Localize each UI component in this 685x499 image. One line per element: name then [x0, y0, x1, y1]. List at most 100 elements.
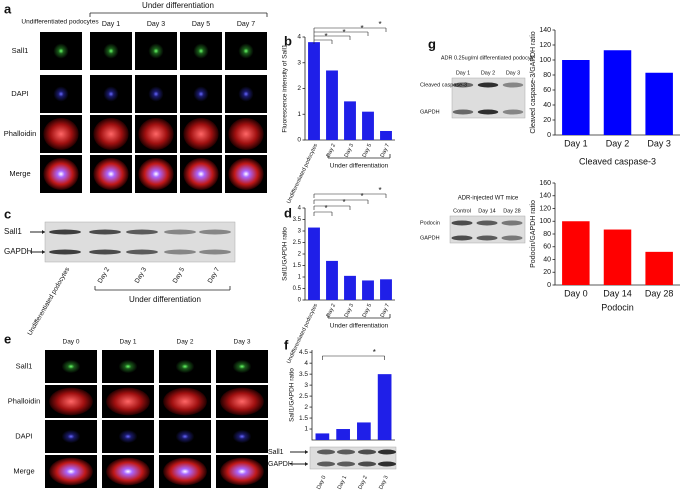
- cell-signal: [238, 86, 254, 102]
- lane-label: Day 3: [134, 266, 149, 285]
- row-label: Sall1: [16, 361, 33, 370]
- y-tick-label: 80: [543, 231, 551, 238]
- bar: [380, 279, 392, 300]
- bar: [344, 101, 356, 140]
- y-tick-label: 1: [297, 111, 301, 118]
- y-tick-label: 2: [304, 404, 308, 411]
- blot: [44, 221, 236, 263]
- y-tick-label: 80: [543, 72, 551, 79]
- y-tick-label: 3.5: [299, 371, 308, 378]
- panel-letter: c: [4, 206, 11, 221]
- y-tick-label: 0: [547, 132, 551, 139]
- blot-band: [357, 461, 377, 467]
- cell-signal: [193, 43, 209, 59]
- blot-band: [199, 229, 231, 235]
- cell-signal: [175, 429, 195, 444]
- cell-signal: [61, 429, 81, 444]
- cell-signal: [148, 86, 164, 102]
- y-axis-label: Fluorescence intensity of Sall1: [282, 44, 289, 133]
- lane-label: Control: [453, 208, 471, 214]
- y-tick-label: 1.5: [293, 263, 302, 269]
- cell-signal: [53, 43, 69, 59]
- column-label: Day 2: [177, 339, 194, 346]
- panel-letter: g: [428, 36, 436, 51]
- x-tick-label: Day 3: [378, 475, 390, 491]
- x-tick-label: Day 2: [326, 303, 338, 319]
- bar: [357, 422, 371, 440]
- y-tick-label: 1: [304, 426, 308, 433]
- cell-signal: [103, 86, 119, 102]
- x-tick-label: Day 14: [603, 288, 632, 298]
- significance-mark: *: [360, 192, 363, 201]
- significance-mark: *: [342, 28, 345, 37]
- blot-band: [89, 229, 121, 235]
- column-label: Day 0: [63, 339, 80, 346]
- x-tick-label: Day 7: [380, 143, 392, 159]
- blot-band: [316, 449, 336, 455]
- row-label: Merge: [13, 466, 34, 475]
- row-label: DAPI: [15, 431, 33, 440]
- band-label: GAPDH: [420, 109, 440, 115]
- cell-signal: [220, 387, 264, 416]
- cell-signal: [93, 158, 129, 190]
- blot-band: [476, 220, 498, 226]
- cell-signal: [148, 43, 164, 59]
- y-tick-label: 40: [543, 256, 551, 263]
- band-label: GAPDH: [4, 247, 33, 256]
- cell-signal: [220, 457, 264, 486]
- bar: [326, 70, 338, 140]
- x-tick-label: Day 5: [362, 303, 374, 319]
- bar: [603, 50, 632, 135]
- cell-signal: [118, 359, 138, 374]
- significance-mark: *: [360, 24, 363, 33]
- blot-band: [501, 220, 523, 226]
- blot-title: ADR-injected WT mice: [458, 196, 519, 202]
- blot-band: [502, 109, 524, 115]
- x-tick-label: Day 2: [606, 138, 630, 148]
- y-tick-label: 2.5: [299, 393, 308, 400]
- y-tick-label: 4: [297, 34, 301, 41]
- row-label: DAPI: [11, 89, 29, 98]
- lane-label: Day 14: [478, 208, 495, 214]
- band-label: Sall1: [4, 227, 22, 236]
- cell-signal: [106, 387, 150, 416]
- column-header: Undifferentiated podocytes: [21, 19, 99, 26]
- blot-band: [452, 109, 474, 115]
- bar: [326, 260, 338, 300]
- bar: [562, 221, 590, 285]
- bar: [377, 374, 392, 440]
- column-label: Day 7: [237, 21, 255, 28]
- significance-mark: *: [373, 348, 376, 357]
- bar: [315, 433, 330, 440]
- cell-signal: [61, 359, 81, 374]
- cell-signal: [175, 359, 195, 374]
- x-tick-label: Day 3: [344, 143, 356, 159]
- blot-band: [451, 220, 473, 226]
- y-tick-label: 20: [543, 269, 551, 276]
- bar: [562, 60, 590, 135]
- column-label: Day 3: [147, 21, 165, 28]
- y-tick-label: 140: [539, 27, 551, 34]
- cell-signal: [103, 43, 119, 59]
- cell-signal: [93, 118, 129, 150]
- panel-letter: d: [284, 205, 292, 220]
- x-axis-label: Podocin: [601, 302, 634, 312]
- lane-label: Day 28: [503, 208, 520, 214]
- column-label: Day 5: [192, 21, 210, 28]
- cell-signal: [43, 118, 79, 150]
- column-label: Day 1: [120, 339, 137, 346]
- bar: [645, 72, 673, 135]
- cell-signal: [49, 387, 93, 416]
- group-label: Under differentiation: [129, 295, 201, 304]
- y-tick-label: 120: [539, 205, 551, 212]
- y-tick-label: 0: [297, 137, 301, 144]
- x-tick-label: Day 3: [647, 138, 671, 148]
- blot-band: [477, 82, 499, 88]
- lane-label: Day 1: [456, 70, 470, 76]
- significance-mark: *: [378, 186, 381, 195]
- column-label: Day 3: [234, 339, 251, 346]
- x-tick-label: Day 5: [362, 143, 374, 159]
- y-tick-label: 140: [539, 193, 551, 200]
- x-axis-label: Cleaved caspase-3: [579, 156, 656, 166]
- bar: [645, 251, 673, 285]
